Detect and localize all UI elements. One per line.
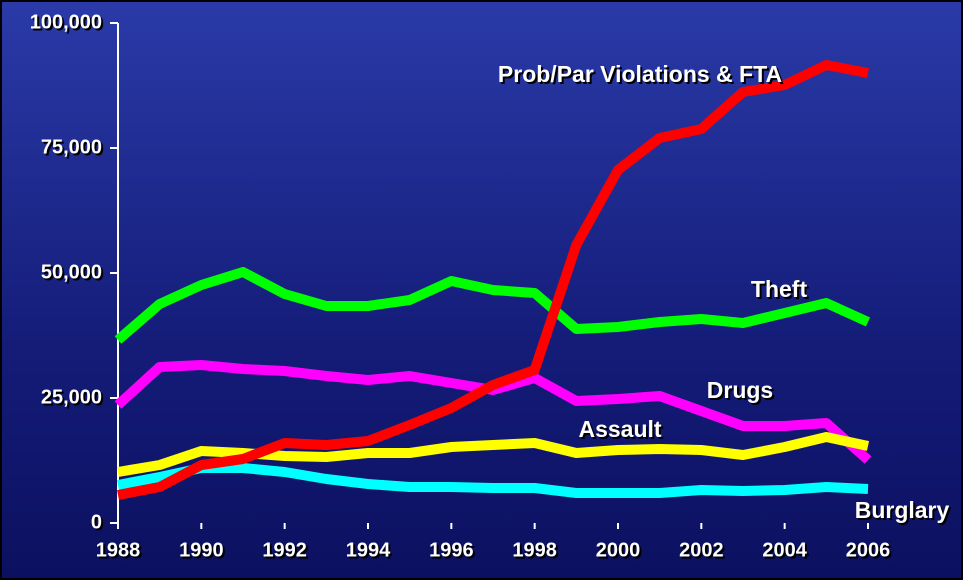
y-tick-label: 0 <box>91 511 102 533</box>
y-tick-label: 75,000 <box>41 136 102 158</box>
series-line <box>117 60 869 500</box>
series-label: Drugs <box>706 377 774 403</box>
y-tick-label: 25,000 <box>41 386 102 408</box>
x-tick-label: 1988 <box>96 539 141 561</box>
x-tick-label: 1998 <box>512 539 557 561</box>
x-tick-label: 2000 <box>596 539 641 561</box>
y-tick-label: 50,000 <box>41 261 102 283</box>
y-tick-label: 100,000 <box>30 11 102 33</box>
series-line <box>117 463 869 498</box>
series-label: Prob/Par Violations & FTA <box>497 61 783 87</box>
x-tick-label: 2002 <box>679 539 724 561</box>
series-label: Theft <box>750 276 808 302</box>
x-tick-label: 1990 <box>179 539 224 561</box>
series-label: Assault <box>578 416 662 442</box>
x-tick-label: 1992 <box>262 539 307 561</box>
x-tick-label: 1996 <box>429 539 474 561</box>
series-label: Burglary <box>854 497 950 523</box>
x-tick-label: 2004 <box>762 539 807 561</box>
series-line <box>114 267 871 344</box>
series-line <box>117 432 870 477</box>
x-tick-label: 1994 <box>346 539 391 561</box>
x-tick-label: 2006 <box>846 539 891 561</box>
